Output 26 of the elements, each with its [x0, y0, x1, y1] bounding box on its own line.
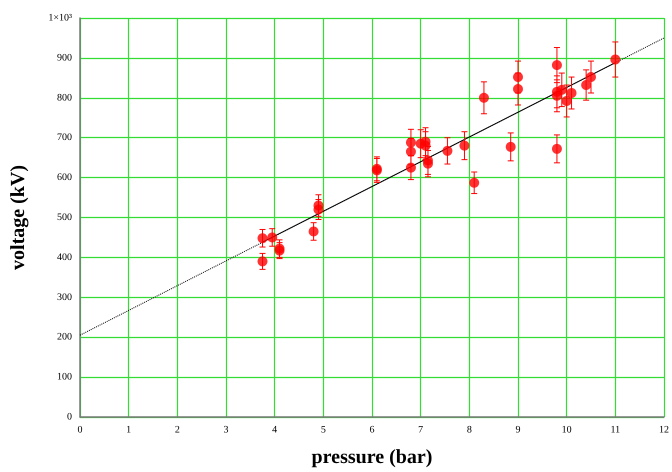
- x-axis-title: pressure (bar): [312, 446, 432, 468]
- y-tick-label: 400: [57, 252, 72, 263]
- x-tick-label: 11: [610, 424, 620, 436]
- y-tick-label: 0: [67, 412, 72, 422]
- x-tick-label: 9: [516, 424, 520, 436]
- x-tick-label: 2: [174, 424, 180, 436]
- x-tick-label: 10: [562, 424, 572, 436]
- y-tick-label: 100: [57, 372, 72, 383]
- x-tick-label: 7: [418, 424, 424, 436]
- y-tick-label: 900: [57, 52, 72, 64]
- x-tick-label: 8: [466, 424, 472, 436]
- x-tick-label: 1: [126, 424, 132, 436]
- y-axis-title: voltage (kV): [7, 165, 29, 270]
- y-tick-label: 700: [57, 132, 72, 144]
- x-tick-label: 6: [370, 424, 374, 436]
- x-tick-label: 12: [659, 424, 669, 436]
- y-tick-label: 300: [57, 292, 72, 303]
- y-tick-label: 500: [57, 212, 72, 223]
- y-tick-label: 600: [57, 172, 72, 184]
- x-tick-label: 4: [272, 424, 278, 436]
- x-tick-label: 5: [320, 424, 326, 436]
- y-tick-label: 200: [57, 332, 72, 343]
- y-tick-label: 1×10³: [48, 12, 72, 24]
- x-tick-label: 0: [78, 424, 82, 436]
- x-tick-label: 3: [224, 424, 228, 436]
- y-tick-label: 800: [57, 92, 72, 104]
